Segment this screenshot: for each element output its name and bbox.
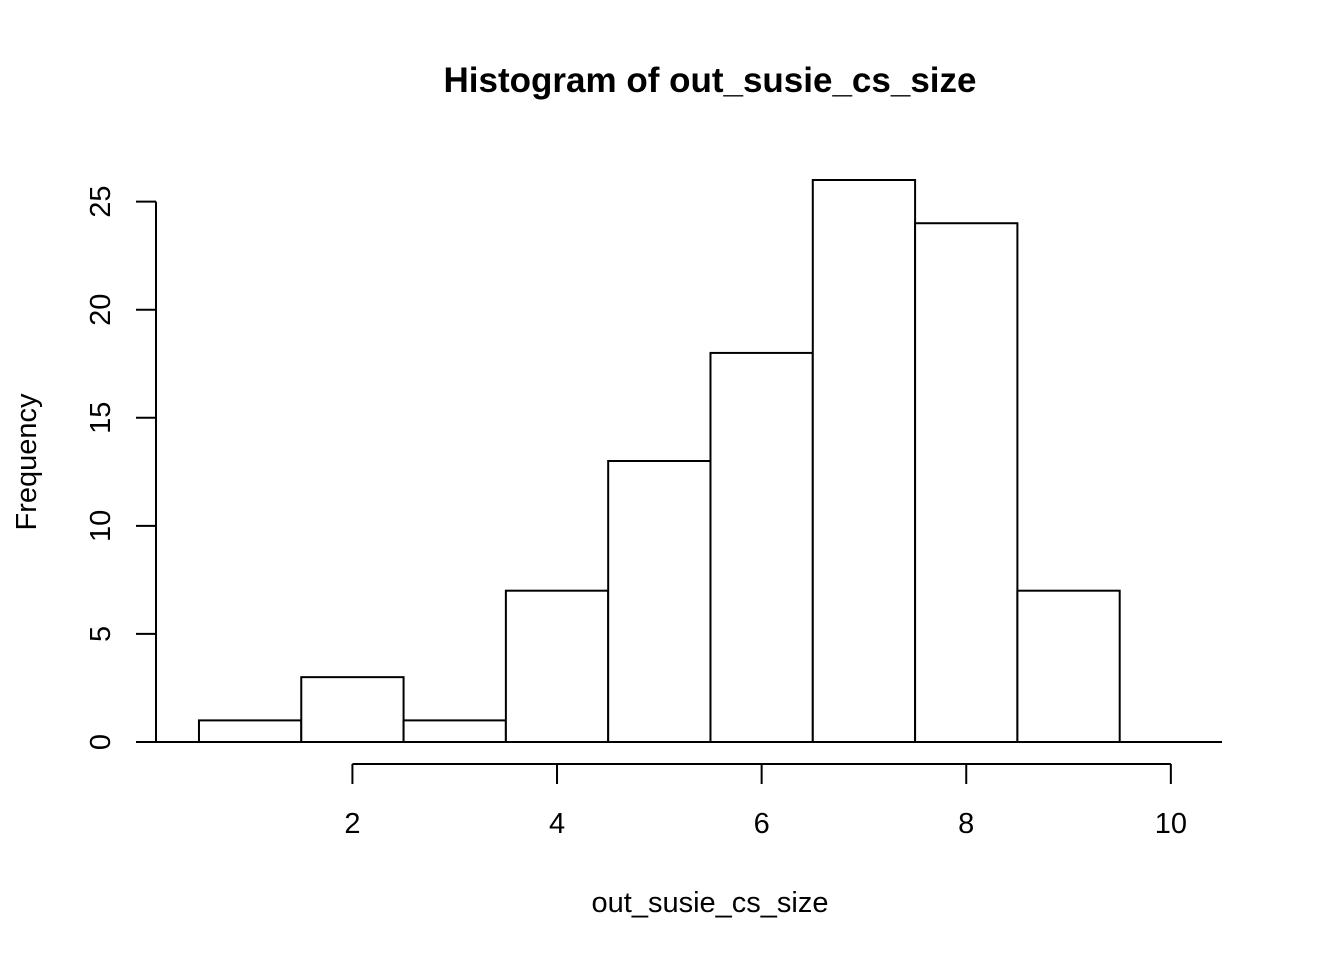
histogram-bar-7 — [811, 179, 917, 743]
histogram-bar-4 — [504, 589, 610, 744]
x-tick-label-10: 10 — [1155, 808, 1187, 840]
histogram-bar-1 — [197, 719, 303, 744]
x-axis-label: out_susie_cs_size — [592, 887, 829, 919]
y-tick-label-10: 10 — [85, 510, 117, 542]
histogram-bar-8 — [914, 222, 1019, 743]
x-tick-label-2: 2 — [344, 808, 360, 840]
y-axis-label: Frequency — [11, 393, 43, 531]
histogram-bar-9 — [1016, 589, 1121, 744]
x-axis: 2 4 6 8 10 — [344, 763, 1187, 840]
y-tick-label-0: 0 — [85, 734, 117, 750]
y-axis: 0 5 10 15 20 25 — [85, 185, 157, 750]
y-tick-label-5: 5 — [85, 626, 117, 642]
y-tick-label-15: 15 — [85, 402, 117, 434]
chart-title: Histogram of out_susie_cs_size — [444, 61, 977, 100]
histogram-bar-3 — [402, 719, 507, 744]
histogram-bar-5 — [607, 460, 712, 743]
x-tick-label-4: 4 — [549, 808, 565, 840]
histogram-bar-6 — [709, 351, 814, 743]
x-tick-label-8: 8 — [958, 808, 974, 840]
x-tick-label-6: 6 — [754, 808, 770, 840]
bars-group — [197, 179, 1121, 744]
histogram-bar-2 — [300, 676, 405, 744]
y-tick-label-25: 25 — [85, 185, 117, 217]
y-tick-label-20: 20 — [85, 294, 117, 326]
